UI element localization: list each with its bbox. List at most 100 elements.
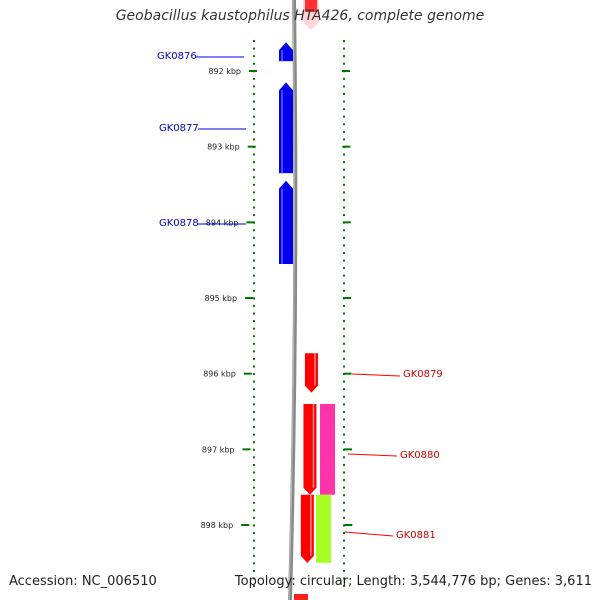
left-dot: [253, 403, 255, 406]
gene-arrow-gk0881: [300, 494, 314, 563]
gene-label-gk0878: GK0878: [159, 218, 199, 229]
major-tick-right: [342, 221, 351, 224]
right-dot: [343, 426, 345, 429]
left-dot: [253, 161, 255, 164]
major-tick-right: [342, 70, 350, 72]
left-dot: [253, 251, 255, 254]
left-dot: [253, 312, 255, 315]
left-dot: [253, 92, 255, 95]
right-dot: [343, 191, 345, 194]
left-dot: [253, 183, 255, 186]
tick-label: 898 kbp: [201, 521, 234, 530]
right-dot: [343, 380, 345, 383]
right-dot: [343, 115, 345, 118]
major-tick-left: [242, 448, 251, 451]
left-dot: [253, 357, 255, 360]
right-dot: [343, 236, 345, 239]
major-tick-right: [344, 524, 353, 527]
right-dot: [343, 486, 345, 489]
right-dot: [343, 100, 345, 103]
left-dot: [253, 547, 255, 550]
left-dot: [253, 456, 255, 459]
left-dot: [253, 335, 255, 338]
left-dot: [253, 62, 255, 65]
left-dot: [253, 441, 255, 444]
accession-text: Accession: NC_006510: [9, 574, 157, 589]
right-dot: [343, 463, 345, 466]
left-dot: [253, 47, 255, 50]
gene-labels: GK0876 GK0877 GK0878 GK0879 GK0880 GK0881: [157, 51, 443, 541]
right-dot: [343, 441, 345, 444]
right-dot: [343, 532, 345, 535]
right-dot: [343, 282, 345, 285]
left-dot: [253, 320, 255, 323]
tick-label: 894 kbp: [206, 218, 239, 227]
left-dot: [253, 342, 255, 345]
right-dot: [343, 251, 345, 254]
left-dot: [253, 282, 255, 285]
right-dot: [343, 388, 345, 391]
left-dot: [253, 373, 255, 376]
right-dot: [343, 176, 345, 179]
right-dot: [343, 47, 345, 50]
major-tick-right: [343, 372, 352, 375]
right-dot: [343, 395, 345, 398]
major-tick-left: [247, 145, 256, 148]
left-dot: [253, 198, 255, 201]
right-tick-dots: [343, 40, 345, 588]
left-dot: [253, 486, 255, 489]
left-dot: [253, 77, 255, 80]
right-dot: [343, 85, 345, 88]
gc-content-bar: [316, 403, 335, 563]
right-dot: [343, 55, 345, 58]
left-dot: [253, 388, 255, 391]
left-dot: [253, 516, 255, 519]
gc-low-segment: [316, 494, 331, 563]
right-dot: [343, 433, 345, 436]
right-dot: [343, 244, 345, 247]
left-dot: [253, 123, 255, 126]
right-dot: [343, 153, 345, 156]
tick-label: 893 kbp: [207, 143, 240, 152]
genome-title: Geobacillus kaustophilus HTA426, complet…: [115, 8, 485, 24]
right-dot: [343, 40, 345, 42]
right-dot: [343, 342, 345, 345]
right-dot: [343, 198, 345, 201]
gene-label-gk0879: GK0879: [403, 369, 443, 380]
backbone-highlight: [288, 0, 295, 600]
gene-leader-line: [351, 373, 401, 377]
left-dot: [253, 191, 255, 194]
left-dot: [253, 176, 255, 179]
left-dot: [253, 85, 255, 88]
gene-leader-line: [344, 531, 394, 537]
left-dot: [253, 304, 255, 307]
left-dot: [253, 274, 255, 277]
right-dot: [343, 577, 345, 580]
top-offscreen-feature: [305, 0, 317, 12]
bottom-offscreen-feature: [294, 594, 308, 600]
right-dot: [343, 365, 345, 368]
left-dot: [253, 562, 255, 565]
topology-text: Topology: circular; Length: 3,544,776 bp…: [234, 574, 592, 589]
gene-arrow-gk0878: [279, 180, 293, 264]
right-dot: [343, 516, 345, 519]
right-dot: [343, 312, 345, 315]
right-dot: [343, 168, 345, 171]
left-dot: [253, 585, 255, 588]
left-dot: [253, 479, 255, 482]
left-dot: [253, 350, 255, 353]
tick-label: 892 kbp: [208, 67, 241, 76]
right-dot: [343, 554, 345, 557]
right-dot: [343, 77, 345, 80]
right-dot: [343, 304, 345, 307]
right-dot: [343, 357, 345, 360]
right-dot: [343, 206, 345, 209]
right-dot: [343, 335, 345, 338]
right-dot: [343, 585, 345, 588]
left-dot: [253, 380, 255, 383]
right-dot: [343, 62, 345, 65]
left-dot: [253, 297, 255, 300]
right-dot: [343, 183, 345, 186]
left-dot: [253, 426, 255, 429]
left-dot: [253, 108, 255, 111]
